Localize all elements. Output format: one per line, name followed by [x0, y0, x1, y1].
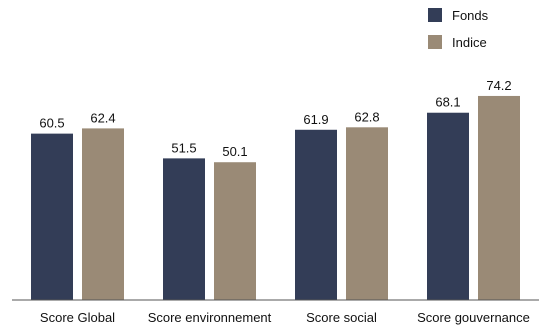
bar-indice-score-global [82, 128, 124, 300]
legend-swatch-indice [428, 35, 442, 49]
bar-indice-score-gouvernance [478, 95, 520, 300]
bar-indice-score-social [346, 127, 388, 300]
data-label-fonds-score-environnement: 51.5 [171, 140, 196, 155]
bar-indice-score-environnement [214, 162, 256, 300]
x-tick-label-score-social: Score social [306, 310, 377, 325]
x-tick-label-score-global: Score Global [40, 310, 115, 325]
bar-fonds-score-global [31, 133, 73, 300]
data-label-fonds-score-global: 60.5 [39, 116, 64, 131]
data-label-indice-score-gouvernance: 74.2 [486, 78, 511, 93]
legend-label-indice: Indice [452, 35, 487, 50]
bars-group [31, 95, 520, 300]
bar-fonds-score-environnement [163, 158, 205, 300]
data-label-indice-score-social: 62.8 [354, 109, 379, 124]
legend-swatch-fonds [428, 8, 442, 22]
legend: Fonds Indice [428, 8, 489, 50]
x-tick-labels-group: Score Global Score environnement Score soc… [40, 310, 530, 325]
data-label-fonds-score-gouvernance: 68.1 [435, 95, 460, 110]
data-label-indice-score-environnement: 50.1 [222, 144, 247, 159]
data-label-indice-score-global: 62.4 [90, 110, 115, 125]
bar-fonds-score-gouvernance [427, 112, 469, 300]
legend-label-fonds: Fonds [452, 8, 489, 23]
x-tick-label-score-gouvernance: Score gouvernance [417, 310, 530, 325]
data-labels-group: 60.5 62.4 51.5 50.1 61.9 62.8 68.1 74.2 [39, 78, 511, 159]
x-tick-label-score-environnement: Score environnement [148, 310, 272, 325]
bar-fonds-score-social [295, 129, 337, 300]
data-label-fonds-score-social: 61.9 [303, 112, 328, 127]
